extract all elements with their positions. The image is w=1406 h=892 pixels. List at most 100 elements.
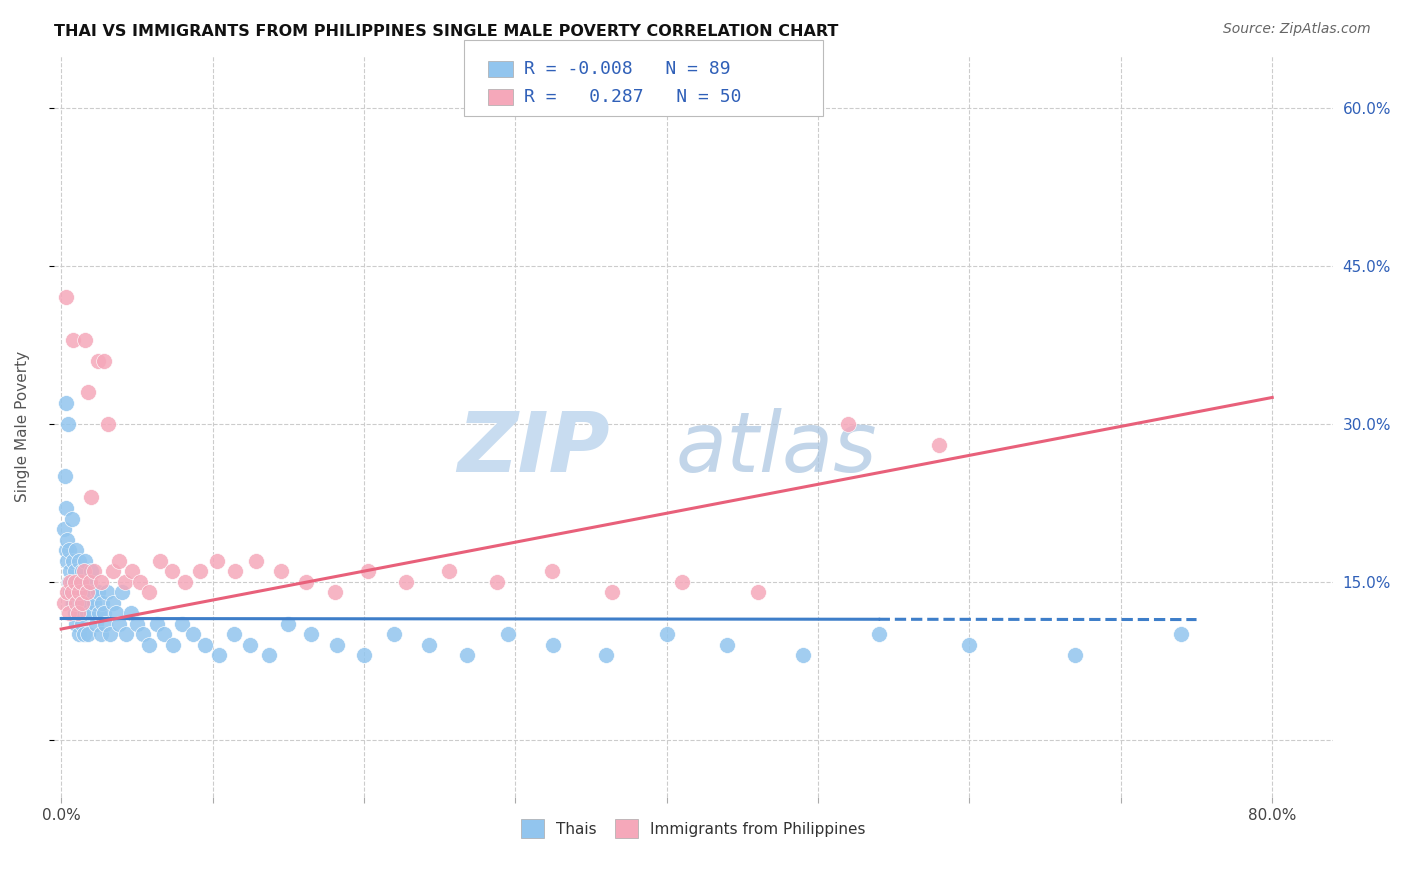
- Point: [75, 333, 97, 347]
- Point: [101, 596, 124, 610]
- Point: [67, 627, 90, 641]
- Point: [67, 553, 90, 567]
- Point: [65, 596, 87, 610]
- Point: [655, 627, 678, 641]
- Point: [418, 638, 440, 652]
- Point: [115, 627, 138, 641]
- Point: [323, 585, 346, 599]
- Point: [77, 627, 100, 641]
- Point: [104, 606, 127, 620]
- Point: [172, 616, 194, 631]
- Point: [837, 417, 859, 431]
- Point: [600, 585, 623, 599]
- Point: [540, 564, 562, 578]
- Point: [60, 596, 83, 610]
- Point: [59, 574, 82, 589]
- Point: [205, 553, 228, 567]
- Point: [299, 627, 322, 641]
- Point: [58, 606, 80, 620]
- Point: [325, 638, 347, 652]
- Point: [207, 648, 229, 663]
- Point: [65, 616, 87, 631]
- Point: [541, 638, 564, 652]
- Point: [486, 574, 509, 589]
- Point: [70, 574, 93, 589]
- Point: [357, 564, 380, 578]
- Point: [63, 564, 86, 578]
- Point: [53, 596, 76, 610]
- Point: [91, 596, 114, 610]
- Point: [792, 648, 814, 663]
- Point: [66, 596, 89, 610]
- Point: [66, 606, 89, 620]
- Point: [56, 533, 79, 547]
- Point: [75, 596, 97, 610]
- Point: [107, 553, 129, 567]
- Point: [1064, 648, 1087, 663]
- Point: [90, 627, 112, 641]
- Point: [138, 585, 160, 599]
- Point: [98, 627, 121, 641]
- Point: [716, 638, 738, 652]
- Point: [53, 469, 76, 483]
- Point: [97, 417, 120, 431]
- Text: R = -0.008   N = 89: R = -0.008 N = 89: [524, 61, 731, 78]
- Point: [747, 585, 769, 599]
- Point: [55, 290, 77, 304]
- Point: [84, 616, 107, 631]
- Point: [257, 648, 280, 663]
- Point: [73, 585, 96, 599]
- Point: [60, 574, 83, 589]
- Point: [87, 606, 110, 620]
- Text: atlas: atlas: [675, 409, 877, 489]
- Point: [114, 574, 136, 589]
- Point: [56, 417, 79, 431]
- Point: [190, 564, 212, 578]
- Point: [80, 606, 103, 620]
- Text: R =   0.287   N = 50: R = 0.287 N = 50: [524, 87, 742, 106]
- Point: [60, 511, 83, 525]
- Point: [270, 564, 292, 578]
- Point: [76, 606, 98, 620]
- Point: [66, 574, 89, 589]
- Point: [239, 638, 262, 652]
- Point: [79, 596, 101, 610]
- Point: [93, 606, 115, 620]
- Point: [56, 585, 79, 599]
- Point: [77, 585, 100, 599]
- Point: [76, 585, 98, 599]
- Point: [181, 627, 204, 641]
- Point: [928, 438, 950, 452]
- Point: [67, 585, 90, 599]
- Point: [80, 491, 103, 505]
- Point: [395, 574, 418, 589]
- Point: [86, 353, 108, 368]
- Point: [65, 585, 87, 599]
- Point: [132, 627, 155, 641]
- Point: [111, 585, 134, 599]
- Point: [868, 627, 890, 641]
- Point: [595, 648, 617, 663]
- Point: [83, 564, 105, 578]
- Point: [129, 574, 152, 589]
- Point: [59, 564, 82, 578]
- Point: [86, 585, 108, 599]
- Point: [63, 574, 86, 589]
- Point: [65, 543, 87, 558]
- Point: [73, 627, 96, 641]
- Point: [80, 564, 103, 578]
- Point: [382, 627, 405, 641]
- Point: [93, 353, 115, 368]
- Y-axis label: Single Male Poverty: Single Male Poverty: [15, 351, 30, 502]
- Point: [82, 585, 104, 599]
- Point: [153, 627, 176, 641]
- Point: [70, 606, 93, 620]
- Point: [174, 574, 197, 589]
- Point: [245, 553, 267, 567]
- Point: [1170, 627, 1192, 641]
- Point: [55, 500, 77, 515]
- Point: [138, 638, 160, 652]
- Point: [224, 564, 246, 578]
- Text: ZIP: ZIP: [457, 409, 610, 489]
- Point: [83, 596, 105, 610]
